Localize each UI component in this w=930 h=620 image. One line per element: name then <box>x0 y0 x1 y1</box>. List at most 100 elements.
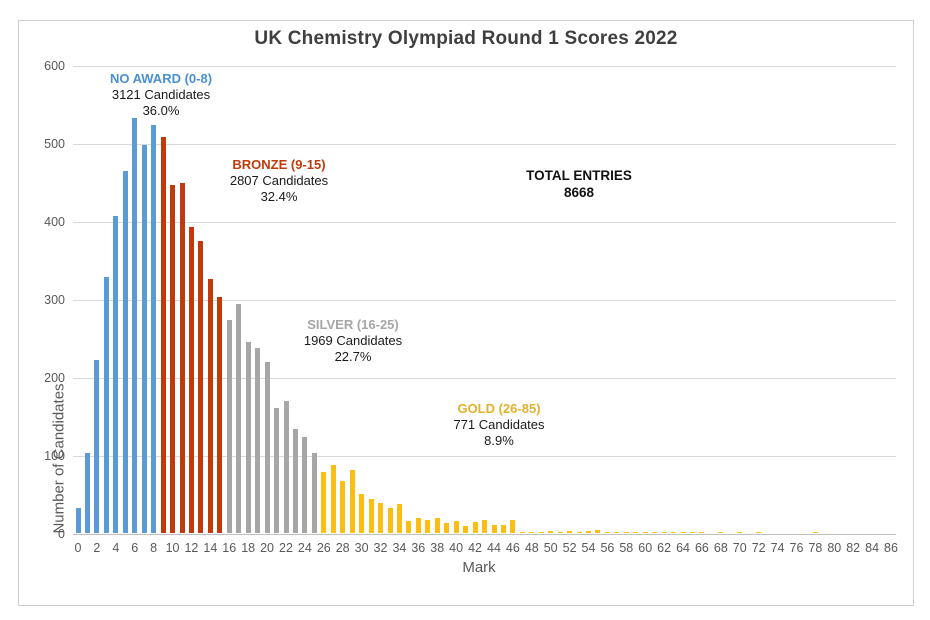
x-tick-10: 10 <box>165 541 180 555</box>
bar-mark-32 <box>378 502 383 533</box>
x-tick-20: 20 <box>260 541 275 555</box>
annotation-no-award-title: NO AWARD (0-8) <box>109 71 213 86</box>
bar-mark-66 <box>699 532 705 533</box>
x-tick-50: 50 <box>543 541 558 555</box>
bar-mark-19 <box>255 348 261 533</box>
bar-mark-33 <box>387 507 393 533</box>
bar-mark-24 <box>302 436 308 533</box>
annotation-silver-percent: 22.7% <box>334 349 372 364</box>
annotation-gold: GOLD (26-85) 771 Candidates 8.9% <box>419 401 579 449</box>
bar-mark-21 <box>274 408 279 533</box>
bar-mark-8 <box>151 124 157 533</box>
bar-mark-31 <box>368 498 374 533</box>
annotation-gold-percent: 8.9% <box>484 433 514 448</box>
x-tick-52: 52 <box>562 541 577 555</box>
bar-mark-78 <box>812 532 818 533</box>
annotation-no-award-candidates: 3121 Candidates <box>111 87 211 102</box>
bar-mark-62 <box>661 532 667 533</box>
x-tick-44: 44 <box>487 541 501 555</box>
gridline-300 <box>73 300 896 301</box>
x-tick-12: 12 <box>184 541 199 555</box>
bar-mark-1 <box>85 452 90 533</box>
x-axis-line <box>73 534 896 535</box>
bar-mark-50 <box>548 530 554 533</box>
x-tick-74: 74 <box>770 541 785 555</box>
x-tick-4: 4 <box>112 541 120 555</box>
x-tick-22: 22 <box>279 541 293 555</box>
bar-mark-36 <box>415 517 421 533</box>
annotation-bronze-title: BRONZE (9-15) <box>232 157 326 172</box>
bar-mark-72 <box>756 532 762 533</box>
total-entries-value: 8668 <box>563 185 595 200</box>
bar-mark-46 <box>510 520 516 533</box>
bar-mark-68 <box>718 532 724 533</box>
annotation-gold-candidates: 771 Candidates <box>453 417 545 432</box>
y-axis-title-wrap: Number of Candidates <box>31 171 68 533</box>
y-tick-500: 500 <box>44 137 65 151</box>
x-tick-46: 46 <box>505 541 520 555</box>
x-tick-40: 40 <box>449 541 464 555</box>
x-tick-66: 66 <box>694 541 709 555</box>
annotation-silver: SILVER (16-25) 1969 Candidates 22.7% <box>273 317 433 365</box>
bar-mark-34 <box>396 504 402 533</box>
bar-mark-25 <box>311 452 317 533</box>
bar-mark-27 <box>330 465 336 533</box>
gridline-200 <box>73 378 896 379</box>
y-tick-300: 300 <box>44 293 65 307</box>
bar-mark-58 <box>623 532 629 533</box>
annotation-bronze: BRONZE (9-15) 2807 Candidates 32.4% <box>199 157 359 205</box>
gridline-600 <box>73 66 896 67</box>
bar-mark-30 <box>359 494 365 533</box>
x-tick-56: 56 <box>600 541 615 555</box>
x-tick-82: 82 <box>846 541 861 555</box>
bar-mark-3 <box>103 276 109 533</box>
bar-mark-6 <box>132 118 138 533</box>
x-tick-80: 80 <box>827 541 842 555</box>
bar-mark-4 <box>113 215 119 533</box>
annotation-silver-title: SILVER (16-25) <box>307 317 399 332</box>
x-tick-68: 68 <box>713 541 728 555</box>
bar-mark-9 <box>160 137 166 533</box>
bar-mark-23 <box>292 428 298 533</box>
bar-mark-59 <box>633 532 639 533</box>
x-tick-24: 24 <box>297 541 312 555</box>
x-tick-60: 60 <box>638 541 653 555</box>
x-tick-84: 84 <box>865 541 880 555</box>
bar-mark-2 <box>94 360 100 533</box>
x-tick-86: 86 <box>884 541 898 555</box>
bar-mark-18 <box>245 342 251 533</box>
x-tick-64: 64 <box>676 541 690 555</box>
y-tick-200: 200 <box>44 371 65 385</box>
x-tick-14: 14 <box>203 541 218 555</box>
bar-mark-5 <box>122 170 128 533</box>
x-tick-76: 76 <box>789 541 804 555</box>
x-tick-36: 36 <box>411 541 426 555</box>
bar-mark-49 <box>538 531 544 533</box>
bar-mark-64 <box>680 532 686 533</box>
plot-area <box>73 66 896 535</box>
bar-mark-11 <box>179 183 185 533</box>
chart-frame: UK Chemistry Olympiad Round 1 Scores 202… <box>18 20 914 606</box>
bar-mark-54 <box>586 530 591 533</box>
bar-mark-51 <box>557 531 563 533</box>
bar-mark-15 <box>217 296 223 533</box>
bar-mark-42 <box>472 521 478 533</box>
y-tick-0: 0 <box>58 527 65 541</box>
bar-mark-22 <box>283 401 289 533</box>
bar-mark-53 <box>576 531 582 533</box>
bar-mark-16 <box>226 319 232 533</box>
x-tick-18: 18 <box>241 541 256 555</box>
annotation-gold-title: GOLD (26-85) <box>457 401 541 416</box>
x-tick-2: 2 <box>93 541 101 555</box>
x-tick-32: 32 <box>373 541 388 555</box>
x-tick-48: 48 <box>524 541 539 555</box>
x-tick-54: 54 <box>581 541 596 555</box>
bar-mark-52 <box>567 530 573 533</box>
x-tick-6: 6 <box>131 541 139 555</box>
x-tick-0: 0 <box>74 541 82 555</box>
total-entries-label: TOTAL ENTRIES <box>526 168 632 183</box>
annotation-no-award: NO AWARD (0-8) 3121 Candidates 36.0% <box>81 71 241 119</box>
bar-mark-65 <box>690 532 695 533</box>
bar-mark-55 <box>595 530 601 533</box>
bar-mark-47 <box>519 532 525 533</box>
